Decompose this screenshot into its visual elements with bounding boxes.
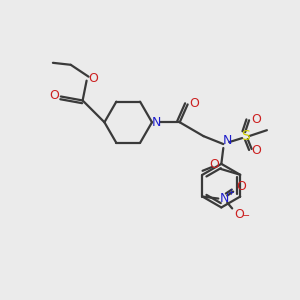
Text: O: O [190,97,200,110]
Text: −: − [242,212,250,221]
Text: O: O [88,72,98,85]
Text: O: O [251,113,261,126]
Text: N: N [220,192,229,205]
Text: S: S [241,129,250,143]
Text: N: N [152,116,162,129]
Text: +: + [227,188,234,197]
Text: O: O [209,158,219,171]
Text: O: O [236,180,246,193]
Text: O: O [49,89,59,102]
Text: O: O [251,145,261,158]
Text: N: N [223,134,232,147]
Text: O: O [234,208,244,221]
